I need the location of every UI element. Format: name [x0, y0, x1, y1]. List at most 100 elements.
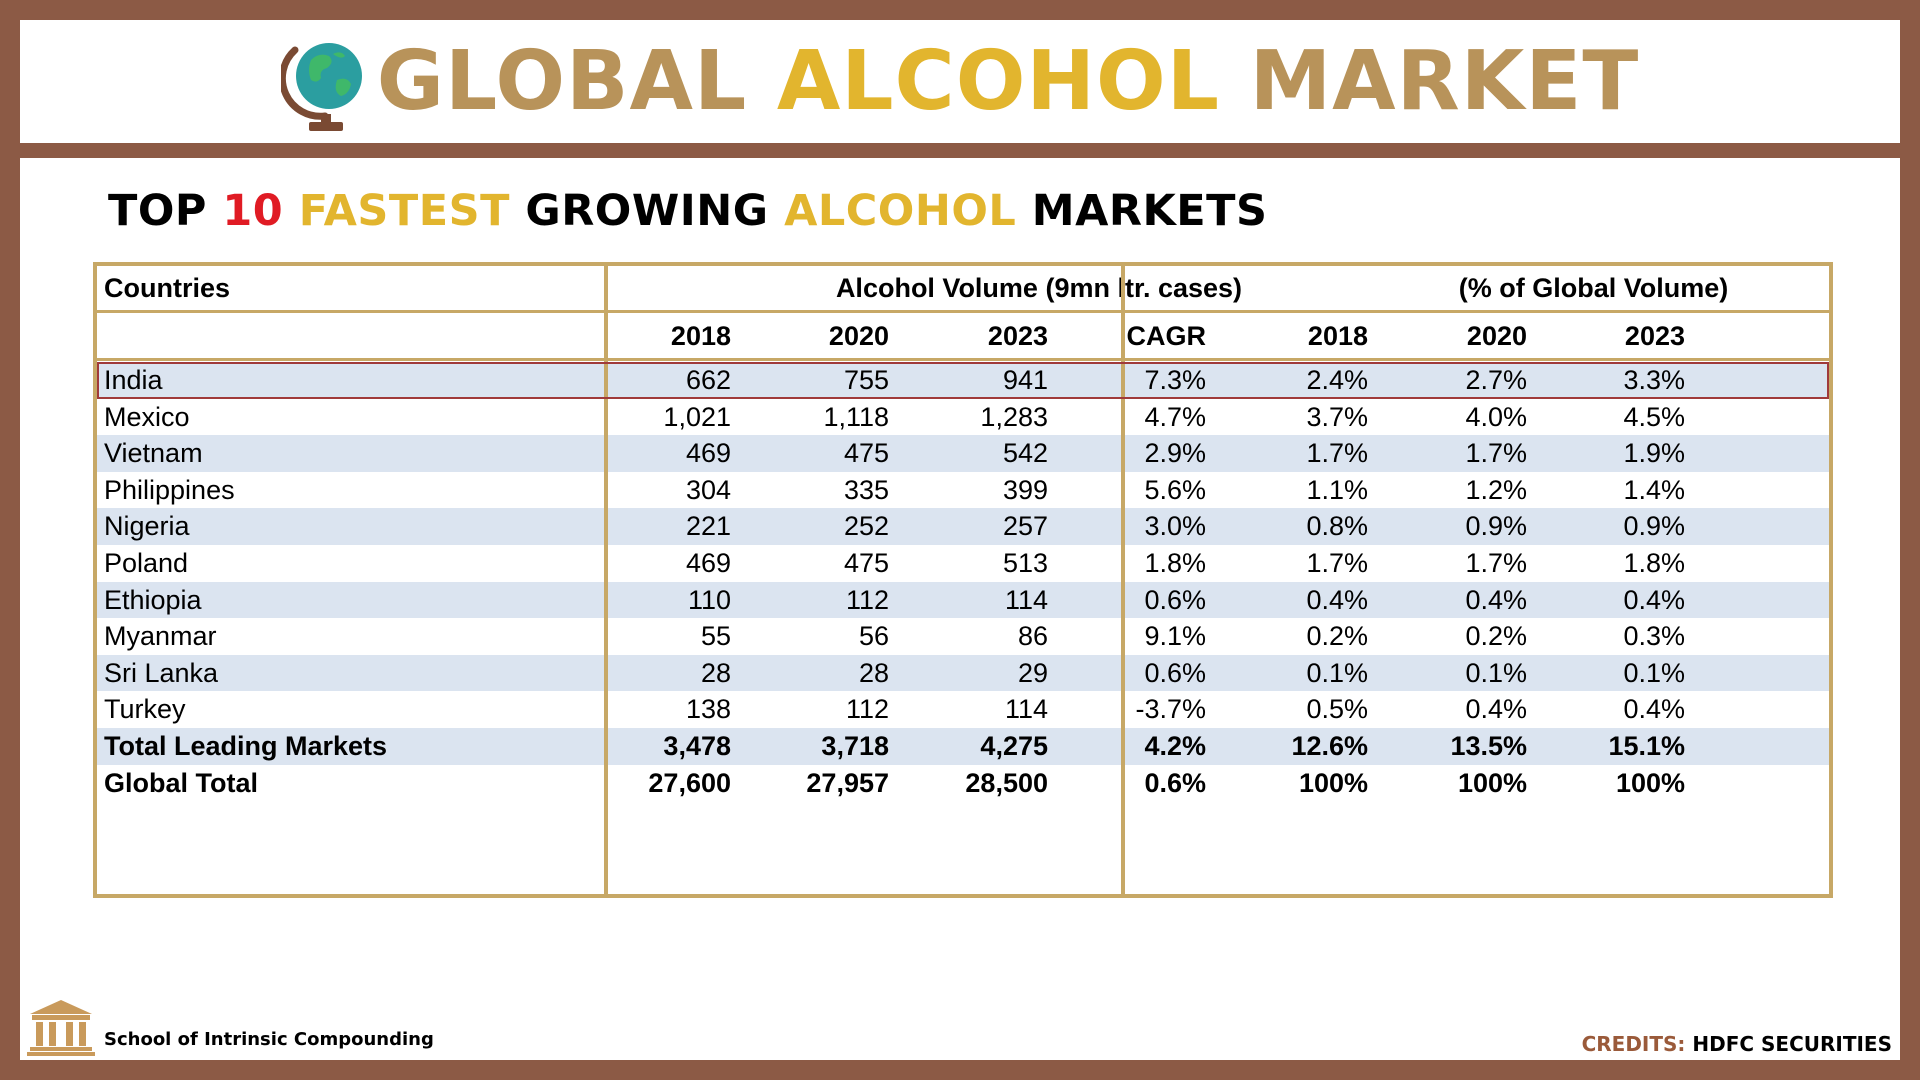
- cell-volume-2018: 27,600: [648, 767, 731, 798]
- title-part-global: GLOBAL: [376, 33, 748, 129]
- cell-volume-2023: 1,283: [980, 401, 1048, 432]
- cell-volume-2018: 138: [685, 694, 731, 725]
- cell-volume-2020: 27,957: [806, 767, 889, 798]
- column-header-2018-volume: 2018: [670, 321, 731, 351]
- title-part-market: MARKET: [1249, 33, 1640, 129]
- cell-share-2023: 0.1%: [1623, 657, 1685, 688]
- cell-share-2023: 1.9%: [1623, 438, 1685, 469]
- cell-volume-2023: 114: [1004, 584, 1048, 615]
- column-header-2018-share: 2018: [1307, 321, 1368, 351]
- cell-share-2020: 0.2%: [1465, 621, 1527, 652]
- header-divider-bottom: [97, 358, 1829, 361]
- cell-country: Poland: [104, 548, 189, 578]
- table-row: Ethiopia 110 112 114 0.6% 0.4% 0.4% 0.4%: [97, 581, 1829, 619]
- cell-country: Total Leading Markets: [104, 731, 388, 761]
- cell-volume-2020: 56: [858, 621, 889, 652]
- column-divider-volume: [1121, 266, 1125, 894]
- cell-share-2023: 0.4%: [1623, 694, 1685, 725]
- cell-share-2020: 1.2%: [1465, 474, 1527, 505]
- cell-share-2018: 100%: [1298, 767, 1368, 798]
- cell-country: Mexico: [104, 401, 190, 432]
- table-row: Turkey 138 112 114 -3.7% 0.5% 0.4% 0.4%: [97, 691, 1829, 728]
- cell-cagr: 0.6%: [1144, 657, 1206, 688]
- cell-volume-2018: 3,478: [663, 731, 731, 761]
- cell-share-2020: 2.7%: [1465, 365, 1527, 395]
- table-row: Global Total 27,600 27,957 28,500 0.6% 100% 10…: [97, 765, 1829, 802]
- cell-volume-2020: 112: [845, 694, 889, 725]
- column-header-2020-share: 2020: [1466, 321, 1527, 351]
- cell-volume-2023: 542: [1002, 438, 1048, 469]
- cell-volume-2020: 112: [845, 584, 889, 615]
- cell-volume-2023: 399: [1002, 474, 1048, 505]
- cell-share-2023: 100%: [1615, 767, 1685, 798]
- subtitle-top: TOP: [108, 186, 207, 236]
- cell-share-2018: 0.1%: [1306, 657, 1368, 688]
- table-row: Myanmar 55 56 86 9.1% 0.2% 0.2% 0.3%: [97, 618, 1829, 655]
- cell-country: Vietnam: [104, 438, 203, 469]
- cell-cagr: 0.6%: [1144, 584, 1206, 615]
- table-title: TOP 10 FASTEST GROWING ALCOHOL MARKETS: [108, 186, 1267, 236]
- cell-share-2023: 3.3%: [1623, 365, 1685, 395]
- cell-country: Philippines: [104, 474, 235, 505]
- cell-share-2020: 0.9%: [1465, 511, 1527, 542]
- table-row: Poland 469 475 513 1.8% 1.7% 1.7% 1.8%: [97, 545, 1829, 582]
- cell-share-2018: 1.1%: [1306, 474, 1368, 505]
- school-name: School of Intrinsic Compounding: [104, 1029, 434, 1050]
- table-header-row-columns: 2018 2020 2023 CAGR 2018 2020 2023: [97, 314, 1829, 359]
- cell-share-2020: 100%: [1457, 767, 1527, 798]
- cell-volume-2018: 1,021: [663, 401, 731, 432]
- cell-share-2023: 4.5%: [1623, 401, 1685, 432]
- cell-country: Ethiopia: [104, 584, 202, 615]
- cell-volume-2020: 475: [843, 438, 889, 469]
- cell-volume-2023: 941: [1002, 365, 1048, 395]
- cell-cagr: 4.2%: [1144, 731, 1206, 761]
- cell-volume-2018: 55: [700, 621, 731, 652]
- cell-country: Myanmar: [104, 621, 217, 652]
- subtitle-markets: MARKETS: [1031, 186, 1268, 236]
- cell-country: Turkey: [104, 694, 186, 725]
- cell-share-2023: 0.4%: [1623, 584, 1685, 615]
- cell-share-2018: 3.7%: [1306, 401, 1368, 432]
- cell-volume-2023: 513: [1002, 548, 1048, 578]
- credits: CREDITS: HDFC SECURITIES: [1582, 1032, 1892, 1056]
- subtitle-fastest: FASTEST: [298, 186, 510, 236]
- content-panel: TOP 10 FASTEST GROWING ALCOHOL MARKETS C…: [20, 158, 1900, 1060]
- cell-share-2023: 15.1%: [1608, 731, 1685, 761]
- cell-cagr: -3.7%: [1135, 694, 1206, 725]
- cell-volume-2018: 28: [700, 657, 731, 688]
- cell-country: Global Total: [104, 767, 258, 798]
- cell-cagr: 7.3%: [1144, 365, 1206, 395]
- subtitle-ten: 10: [222, 186, 284, 236]
- header-divider: [97, 310, 1829, 313]
- column-header-cagr: CAGR: [1126, 321, 1207, 351]
- cell-volume-2020: 1,118: [823, 401, 889, 432]
- cell-volume-2023: 86: [1017, 621, 1048, 652]
- header-global-share: (% of Global Volume): [1458, 273, 1729, 303]
- cell-share-2020: 1.7%: [1465, 438, 1527, 469]
- header-alcohol-volume: Alcohol Volume (9mn ltr. cases): [835, 273, 1243, 303]
- cell-volume-2020: 335: [843, 474, 889, 505]
- cell-country: Nigeria: [104, 511, 190, 542]
- cell-volume-2018: 221: [685, 511, 731, 542]
- cell-share-2018: 0.5%: [1306, 694, 1368, 725]
- markets-table: Countries Alcohol Volume (9mn ltr. cases…: [93, 262, 1833, 898]
- table-row: Sri Lanka 28 28 29 0.6% 0.1% 0.1% 0.1%: [97, 654, 1829, 692]
- cell-share-2018: 0.8%: [1306, 511, 1368, 542]
- column-header-2023-share: 2023: [1624, 321, 1685, 351]
- cell-volume-2020: 28: [858, 657, 889, 688]
- cell-share-2020: 1.7%: [1465, 548, 1527, 578]
- cell-volume-2020: 3,718: [821, 731, 889, 761]
- title-banner: GLOBAL ALCOHOL MARKET: [20, 20, 1900, 143]
- cell-volume-2018: 469: [685, 438, 731, 469]
- cell-volume-2018: 662: [685, 365, 731, 395]
- cell-share-2023: 1.4%: [1623, 474, 1685, 505]
- cell-volume-2020: 475: [843, 548, 889, 578]
- cell-share-2018: 2.4%: [1306, 365, 1368, 395]
- table-row: Vietnam 469 475 542 2.9% 1.7% 1.7% 1.9%: [97, 435, 1829, 472]
- bank-building-icon: [27, 1000, 95, 1056]
- cell-volume-2023: 28,500: [965, 767, 1048, 798]
- subtitle-alcohol: ALCOHOL: [784, 186, 1017, 236]
- table-row: Philippines 304 335 399 5.6% 1.1% 1.2% 1.4%: [97, 472, 1829, 509]
- cell-share-2020: 0.4%: [1465, 584, 1527, 615]
- cell-share-2023: 0.3%: [1623, 621, 1685, 652]
